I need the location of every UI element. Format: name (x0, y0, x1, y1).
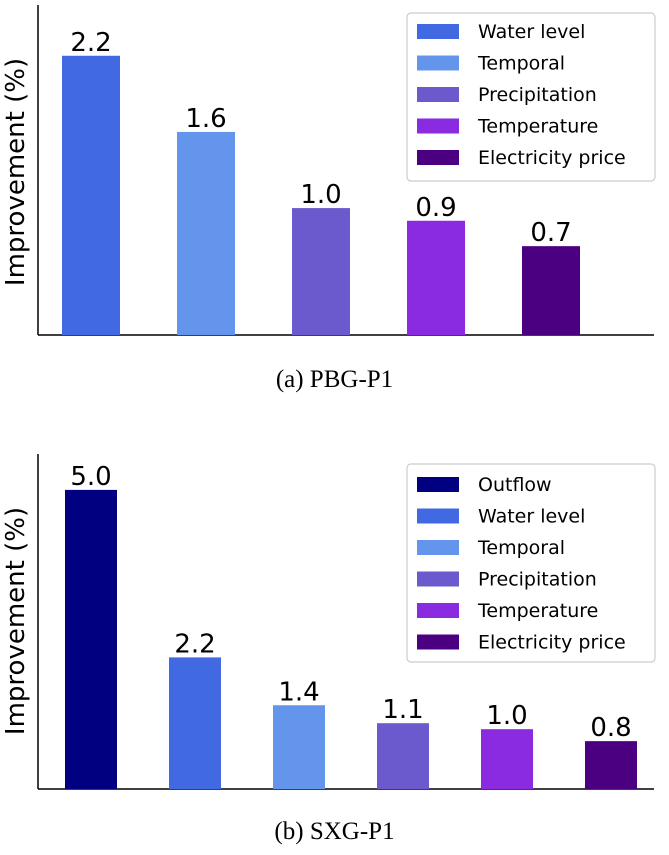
legend-swatch-water-level (417, 508, 459, 524)
legend-swatch-outflow (417, 477, 459, 492)
bar-temperature (407, 220, 465, 335)
bar-value-label-temperature: 1.0 (486, 701, 527, 731)
bar-electricity-price (585, 741, 637, 789)
legend-label-temporal: Temporal (477, 53, 565, 75)
legend-label-electricity-price: Electricity price (478, 147, 626, 169)
y-axis-label: Improvement (%) (1, 507, 31, 735)
bar-value-label-temperature: 0.9 (415, 193, 456, 223)
legend-label-outflow: Outflow (478, 474, 552, 496)
bar-water-level (62, 55, 120, 336)
bar-precipitation (292, 208, 350, 335)
legend: Water level Temporal Precipitation Temperat… (406, 12, 656, 182)
legend-label-water-level: Water level (478, 506, 585, 528)
legend-swatch-precipitation (417, 571, 459, 587)
caption-pbg-p1: (a) PBG-P1 (275, 366, 394, 393)
legend-label-electricity-price: Electricity price (478, 632, 626, 654)
legend-label-precipitation: Precipitation (478, 84, 597, 106)
bar-value-label-outflow: 5.0 (70, 462, 111, 492)
chart-sxg-p1: Improvement (%) 5.0 2.2 1.4 1.1 1.0 0.8 Outfl… (1, 454, 656, 790)
bar-water-level (169, 657, 221, 789)
bar-precipitation (377, 723, 429, 789)
legend: Outflow Water level Temporal Precipitation T… (406, 463, 656, 663)
legend-label-water-level: Water level (478, 21, 585, 43)
bar-temporal (273, 705, 325, 789)
legend-swatch-electricity-price (417, 150, 459, 165)
bar-value-label-electricity-price: 0.8 (590, 713, 631, 743)
bar-value-label-temporal: 1.4 (278, 677, 319, 707)
legend-swatch-precipitation (417, 87, 459, 102)
legend-frame (406, 463, 656, 663)
bar-temporal (177, 131, 235, 335)
bar-value-label-temporal: 1.6 (185, 104, 226, 134)
bar-electricity-price (522, 246, 580, 335)
bar-value-label-precipitation: 1.0 (300, 180, 341, 210)
chart-pbg-p1: Improvement (%) 2.2 1.6 1.0 0.9 0.7 Water le… (1, 5, 656, 336)
bars-group: 2.2 1.6 1.0 0.9 0.7 (62, 28, 580, 336)
y-axis-label: Improvement (%) (1, 58, 31, 286)
bars-group: 5.0 2.2 1.4 1.1 1.0 0.8 (65, 462, 637, 789)
legend-swatch-electricity-price (417, 634, 459, 650)
bar-value-label-electricity-price: 0.7 (530, 218, 571, 248)
bar-outflow (65, 489, 117, 789)
bar-temperature (481, 729, 533, 789)
bar-value-label-water-level: 2.2 (70, 28, 111, 58)
legend-swatch-water-level (417, 24, 459, 39)
legend-label-precipitation: Precipitation (478, 569, 597, 591)
legend-swatch-temporal (417, 55, 459, 71)
caption-sxg-p1: (b) SXG-P1 (274, 818, 395, 845)
bar-value-label-water-level: 2.2 (174, 629, 215, 659)
legend-swatch-temperature (417, 603, 459, 618)
legend-frame (406, 12, 656, 182)
legend-label-temperature: Temperature (477, 600, 598, 622)
legend-label-temperature: Temperature (477, 116, 598, 138)
bar-value-label-precipitation: 1.1 (382, 695, 423, 725)
legend-swatch-temporal (417, 540, 459, 555)
legend-label-temporal: Temporal (477, 537, 565, 559)
legend-swatch-temperature (417, 118, 459, 134)
